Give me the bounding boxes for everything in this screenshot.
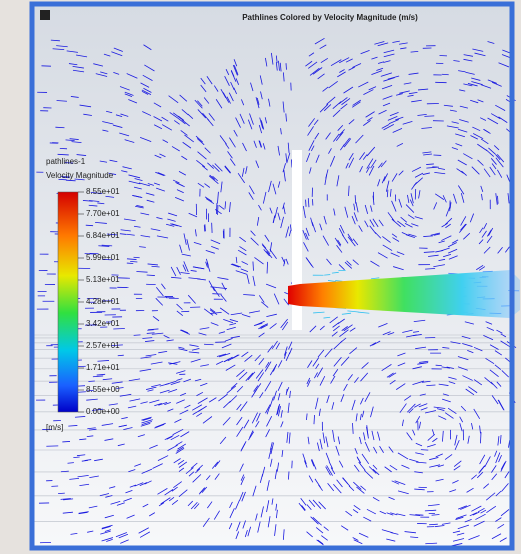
legend-unit: [m/s] (46, 423, 63, 432)
pathline (58, 493, 65, 494)
legend-quantity: Velocity Magnitude (46, 171, 114, 180)
pathline (134, 335, 141, 336)
viewer: Pathlines Colored by Velocity Magnitude … (0, 0, 521, 554)
pathline (253, 262, 254, 271)
tick-label: 8.55e+01 (86, 187, 120, 196)
pathline (480, 432, 481, 443)
legend-name: pathlines-1 (46, 157, 86, 166)
pathline (355, 195, 356, 203)
pathline (205, 224, 206, 231)
pathline (424, 116, 434, 117)
title: Pathlines Colored by Velocity Magnitude … (242, 13, 418, 22)
tick-label: 4.28e+01 (86, 297, 120, 306)
tick-label: 7.70e+01 (86, 209, 120, 218)
pathline (291, 159, 292, 167)
tick-label: 0.00e+00 (86, 407, 120, 416)
colorbar (58, 192, 78, 412)
tick-label: 3.42e+01 (86, 319, 120, 328)
tick-label: 8.55e+00 (86, 385, 120, 394)
tick-label: 6.84e+01 (86, 231, 120, 240)
pathline (147, 275, 155, 276)
pathline (216, 203, 217, 214)
pathline (55, 127, 64, 128)
app-icon (40, 10, 50, 20)
pathline (442, 74, 449, 75)
page: {"header": {"title": "Pathlines Colored … (0, 0, 521, 554)
pathline (134, 257, 140, 258)
pathline (62, 441, 70, 442)
pathline (113, 328, 125, 329)
pathline (130, 261, 137, 262)
tick-label: 1.71e+01 (86, 363, 120, 372)
tick-label: 5.99e+01 (86, 253, 120, 262)
pathline (421, 450, 428, 451)
pathline (118, 355, 124, 356)
tick-label: 5.13e+01 (86, 275, 120, 284)
tick-label: 2.57e+01 (86, 341, 120, 350)
